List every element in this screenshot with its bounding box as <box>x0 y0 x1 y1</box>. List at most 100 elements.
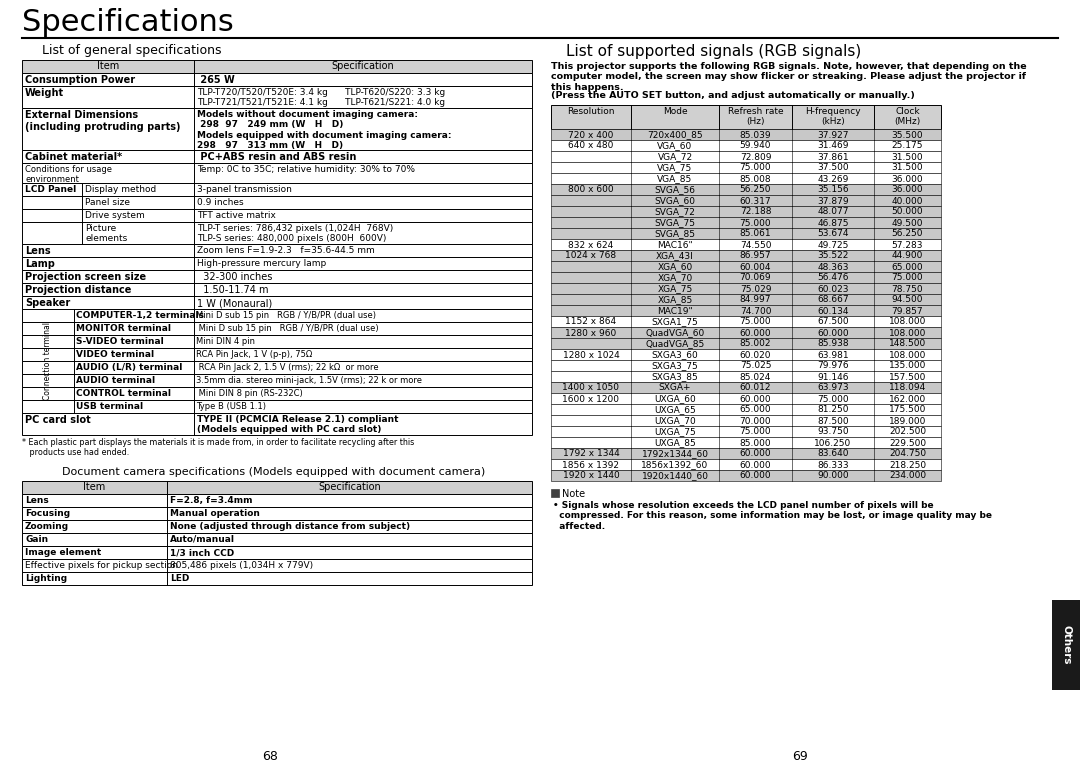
Bar <box>551 206 941 217</box>
Text: LCD Panel: LCD Panel <box>25 185 77 194</box>
Text: 36.000: 36.000 <box>892 175 923 183</box>
Text: Specification: Specification <box>332 61 394 71</box>
Text: 93.750: 93.750 <box>818 427 849 436</box>
Text: Focusing: Focusing <box>25 509 70 518</box>
Text: 800 x 600: 800 x 600 <box>568 185 613 195</box>
Text: XGA_75: XGA_75 <box>658 285 692 294</box>
Text: Temp: 0C to 35C; relative humidity: 30% to 70%: Temp: 0C to 35C; relative humidity: 30% … <box>197 165 415 174</box>
Text: 75.000: 75.000 <box>740 427 771 436</box>
Text: 60.000: 60.000 <box>740 472 771 481</box>
Text: 81.250: 81.250 <box>818 405 849 414</box>
Text: 86.957: 86.957 <box>740 252 771 260</box>
Bar <box>551 184 941 195</box>
Bar <box>551 217 941 228</box>
Text: Display method: Display method <box>85 185 157 194</box>
Text: XGA_85: XGA_85 <box>658 295 692 304</box>
Text: 72.809: 72.809 <box>740 153 771 162</box>
Text: 60.000: 60.000 <box>740 329 771 337</box>
Text: High-pressure mercury lamp: High-pressure mercury lamp <box>197 259 326 268</box>
Text: 75.000: 75.000 <box>740 317 771 327</box>
Text: SXGA3_60: SXGA3_60 <box>651 350 699 359</box>
Text: 60.012: 60.012 <box>740 384 771 392</box>
Text: 229.500: 229.500 <box>889 439 926 448</box>
Bar <box>22 257 532 270</box>
Bar <box>22 296 532 309</box>
Text: 75.025: 75.025 <box>740 362 771 371</box>
Text: Specification: Specification <box>319 482 381 492</box>
Bar <box>551 404 941 415</box>
Text: 60.317: 60.317 <box>740 197 771 205</box>
Text: 91.146: 91.146 <box>818 372 849 382</box>
Text: Mini D sub 15 pin   RGB / Y/B/PR (dual use): Mini D sub 15 pin RGB / Y/B/PR (dual use… <box>195 311 376 320</box>
Bar <box>551 162 941 173</box>
Text: MAC16": MAC16" <box>658 240 692 250</box>
Bar <box>551 105 941 129</box>
Bar <box>551 415 941 426</box>
Text: TLP-T720/T520/T520E: 3.4 kg      TLP-T620/S220: 3.3 kg
TLP-T721/T521/T521E: 4.1 : TLP-T720/T520/T520E: 3.4 kg TLP-T620/S22… <box>197 88 445 108</box>
Text: 148.500: 148.500 <box>889 340 927 349</box>
Text: XGA_43I: XGA_43I <box>657 252 693 260</box>
Text: 108.000: 108.000 <box>889 317 927 327</box>
Text: 202.500: 202.500 <box>889 427 926 436</box>
Text: Image element: Image element <box>25 548 102 557</box>
Text: VIDEO terminal: VIDEO terminal <box>76 350 154 359</box>
Text: 60.000: 60.000 <box>740 394 771 404</box>
Text: 108.000: 108.000 <box>889 329 927 337</box>
Text: SVGA_75: SVGA_75 <box>654 218 696 227</box>
Text: 135.000: 135.000 <box>889 362 927 371</box>
Bar <box>22 322 532 335</box>
Text: 31.500: 31.500 <box>892 163 923 172</box>
Bar <box>22 209 532 222</box>
Text: 35.156: 35.156 <box>818 185 849 195</box>
Text: Models without document imaging camera:
 298  97   249 mm (W   H   D)
Models equ: Models without document imaging camera: … <box>197 110 451 150</box>
Text: 35.522: 35.522 <box>818 252 849 260</box>
Text: 56.250: 56.250 <box>740 185 771 195</box>
Bar <box>22 108 532 150</box>
Text: Mini DIN 4 pin: Mini DIN 4 pin <box>195 337 255 346</box>
Text: 640 x 480: 640 x 480 <box>568 141 613 150</box>
Text: 204.750: 204.750 <box>889 449 926 459</box>
Text: 43.269: 43.269 <box>818 175 849 183</box>
Text: 75.000: 75.000 <box>818 394 849 404</box>
Bar <box>22 400 532 413</box>
Text: SXGA3_85: SXGA3_85 <box>651 372 699 382</box>
Text: VGA_75: VGA_75 <box>658 163 692 172</box>
Text: Lamp: Lamp <box>25 259 55 269</box>
Text: XGA_60: XGA_60 <box>658 262 692 272</box>
Text: 1856 x 1392: 1856 x 1392 <box>563 461 620 469</box>
Text: 1 W (Monaural): 1 W (Monaural) <box>197 298 272 308</box>
Text: QuadVGA_60: QuadVGA_60 <box>646 329 704 337</box>
Bar <box>551 459 941 470</box>
Bar <box>551 327 941 338</box>
Text: This projector supports the following RGB signals. Note, however, that depending: This projector supports the following RG… <box>551 62 1027 92</box>
Text: 60.000: 60.000 <box>818 329 849 337</box>
Text: 3-panel transmission: 3-panel transmission <box>197 185 292 194</box>
Bar <box>551 316 941 327</box>
Text: Note: Note <box>562 489 585 499</box>
Text: Lens: Lens <box>25 246 51 256</box>
Text: SVGA_56: SVGA_56 <box>654 185 696 195</box>
Bar <box>22 559 532 572</box>
Text: None (adjusted through distance from subject): None (adjusted through distance from sub… <box>170 522 410 531</box>
Text: 85.024: 85.024 <box>740 372 771 382</box>
Text: 1/3 inch CCD: 1/3 inch CCD <box>170 548 234 557</box>
Text: 49.500: 49.500 <box>892 218 923 227</box>
Text: SVGA_72: SVGA_72 <box>654 208 696 217</box>
Bar <box>22 270 532 283</box>
Text: 84.997: 84.997 <box>740 295 771 304</box>
Text: List of general specifications: List of general specifications <box>42 44 221 57</box>
Text: Connection terminal: Connection terminal <box>43 322 53 400</box>
Text: * Each plastic part displays the materials it is made from, in order to facilita: * Each plastic part displays the materia… <box>22 438 415 457</box>
Bar <box>22 73 532 86</box>
Text: 60.004: 60.004 <box>740 262 771 272</box>
Text: 37.879: 37.879 <box>818 197 849 205</box>
Text: Consumption Power: Consumption Power <box>25 75 135 85</box>
Bar <box>22 86 532 108</box>
Text: PC+ABS resin and ABS resin: PC+ABS resin and ABS resin <box>197 152 356 162</box>
Text: 70.000: 70.000 <box>740 417 771 426</box>
Text: 57.283: 57.283 <box>892 240 923 250</box>
Bar <box>551 294 941 305</box>
Bar <box>551 140 941 151</box>
Text: 1280 x 960: 1280 x 960 <box>565 329 617 337</box>
Bar <box>551 360 941 371</box>
